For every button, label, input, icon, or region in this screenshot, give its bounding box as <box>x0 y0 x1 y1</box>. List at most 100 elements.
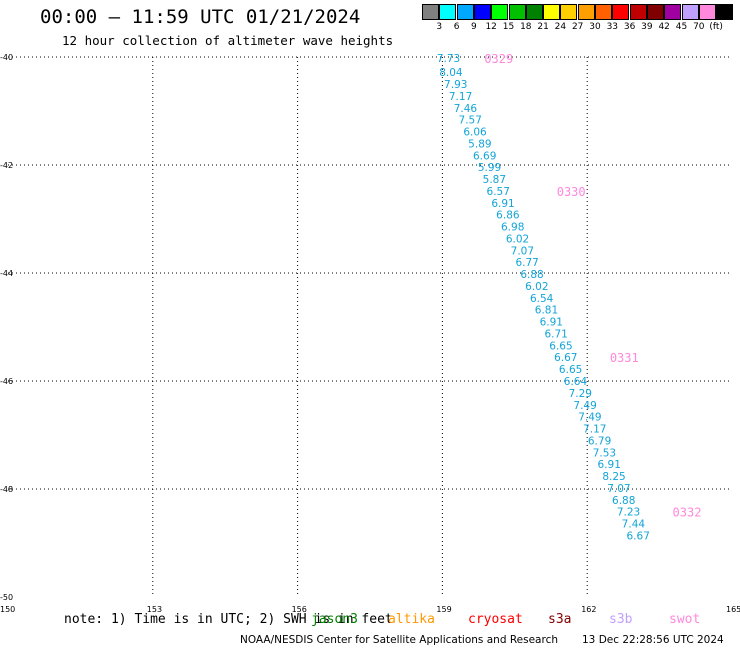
wave-height-label: 7.17 <box>449 91 472 103</box>
wave-height-label: 8.25 <box>602 471 625 483</box>
y-tick-label: -44 <box>0 269 13 278</box>
legend-swatch <box>473 4 491 20</box>
legend-swatch <box>543 4 561 20</box>
wave-height-label: 7.93 <box>444 79 467 91</box>
wave-height-label: 6.98 <box>501 222 524 234</box>
wave-height-label: 6.64 <box>564 376 588 388</box>
legend-tick-label: 9 <box>471 22 477 32</box>
wave-height-label: 8.04 <box>439 67 463 79</box>
wave-height-label: 6.88 <box>612 495 635 507</box>
legend-swatch <box>698 4 716 20</box>
satellite-jason3: jason3 <box>311 612 358 627</box>
wave-height-label: 7.46 <box>454 103 478 115</box>
legend-swatch <box>560 4 578 20</box>
generated-timestamp: 13 Dec 22:28:56 UTC 2024 <box>582 634 724 646</box>
wave-height-label: 6.86 <box>496 210 520 222</box>
legend-swatch <box>629 4 647 20</box>
satellite-altika: altika <box>388 612 435 627</box>
wave-height-label: 6.79 <box>588 435 611 447</box>
wave-height-label: 6.02 <box>525 281 548 293</box>
legend-tick-label: 70 <box>693 22 705 32</box>
satellite-s3a: s3a <box>548 612 572 627</box>
wave-height-label: 7.29 <box>569 388 592 400</box>
wave-height-label: 6.91 <box>598 459 621 471</box>
wave-height-label: 7.53 <box>593 447 616 459</box>
wave-height-label: 6.67 <box>554 352 577 364</box>
wave-height-label: 6.71 <box>544 328 567 340</box>
legend-swatch <box>525 4 543 20</box>
legend-swatch <box>491 4 509 20</box>
pass-time-label: 0330 <box>557 185 586 199</box>
legend-tick-label: 21 <box>537 22 549 32</box>
x-tick-label: 162 <box>581 605 596 614</box>
y-tick-label: -48 <box>0 485 13 494</box>
footer-note: note: 1) Time is in UTC; 2) SWH is in fe… <box>64 612 393 627</box>
legend-swatch <box>716 4 734 20</box>
wave-height-label: 6.65 <box>559 364 582 376</box>
wave-height-label: 7.17 <box>583 424 606 436</box>
legend-swatch <box>681 4 699 20</box>
wave-height-label: 7.23 <box>617 507 640 519</box>
x-tick-label: 153 <box>147 605 162 614</box>
wave-height-label: 6.91 <box>491 198 514 210</box>
legend-swatch <box>422 4 439 20</box>
wave-height-label: 6.88 <box>520 269 543 281</box>
legend-swatch <box>612 4 630 20</box>
credit-line: NOAA/NESDIS Center for Satellite Applica… <box>240 634 558 646</box>
y-tick-label: -50 <box>0 593 13 602</box>
wave-height-label: 7.49 <box>573 400 596 412</box>
y-tick-label: -40 <box>0 53 13 62</box>
x-tick-label: 159 <box>436 605 451 614</box>
legend-tick-label: 27 <box>571 22 584 32</box>
legend-swatch <box>508 4 526 20</box>
x-tick-label: 156 <box>292 605 307 614</box>
page-title: 00:00 – 11:59 UTC 01/21/2024 <box>40 6 361 28</box>
wave-height-label: 6.81 <box>535 305 558 317</box>
legend-swatch <box>439 4 457 20</box>
wave-height-label: 6.69 <box>473 150 496 162</box>
legend-swatch <box>646 4 664 20</box>
wave-height-label: 5.99 <box>478 162 501 174</box>
pass-time-label: 0331 <box>610 351 639 365</box>
wave-height-label: 6.65 <box>549 340 572 352</box>
wave-height-label: 7.49 <box>578 412 601 424</box>
wave-height-label: 6.67 <box>627 530 650 542</box>
wave-height-label: 7.73 <box>437 53 460 65</box>
legend-tick-label: 6 <box>453 22 460 32</box>
legend-tick-label: 42 <box>658 22 670 32</box>
legend-tick-label: 39 <box>641 22 653 32</box>
wave-height-label: 6.91 <box>540 317 563 329</box>
legend-tick-label: 33 <box>606 22 619 32</box>
y-tick-label: -46 <box>0 377 13 386</box>
wave-height-label: 7.07 <box>511 245 534 257</box>
y-tick-label: -42 <box>0 161 13 170</box>
legend-tick-label: 12 <box>485 22 497 32</box>
satellite-cryosat: cryosat <box>468 612 523 627</box>
legend-swatch <box>456 4 474 20</box>
wave-height-label: 7.44 <box>622 519 646 531</box>
pass-time-label: 0329 <box>484 52 513 66</box>
wave-height-label: 6.77 <box>515 257 538 269</box>
legend-tick-label: (ft) <box>709 22 723 32</box>
wave-height-label: 6.02 <box>506 233 529 245</box>
legend-tick-label: 45 <box>675 22 688 32</box>
wave-height-label: 5.89 <box>468 138 491 150</box>
satellite-swot: swot <box>669 612 701 627</box>
x-tick-label: 165 <box>726 605 740 614</box>
legend-swatch <box>577 4 595 20</box>
wave-height-label: 7.57 <box>459 115 482 127</box>
legend-tick-label: 24 <box>554 22 567 32</box>
pass-time-label: 0332 <box>673 506 702 520</box>
legend-tick-label: 30 <box>589 22 601 32</box>
legend-tick-label: 36 <box>623 22 636 32</box>
wave-height-label: 5.87 <box>483 174 506 186</box>
wave-height-label: 6.57 <box>487 186 510 198</box>
legend-tick-label: 18 <box>520 22 532 32</box>
wave-height-label: 6.06 <box>463 127 487 139</box>
wave-height-label: 6.54 <box>530 293 554 305</box>
wave-height-label: 7.07 <box>607 483 630 495</box>
legend-tick-label: 3 <box>436 22 443 32</box>
x-tick-label: 150 <box>0 605 15 614</box>
legend-swatch <box>664 4 682 20</box>
